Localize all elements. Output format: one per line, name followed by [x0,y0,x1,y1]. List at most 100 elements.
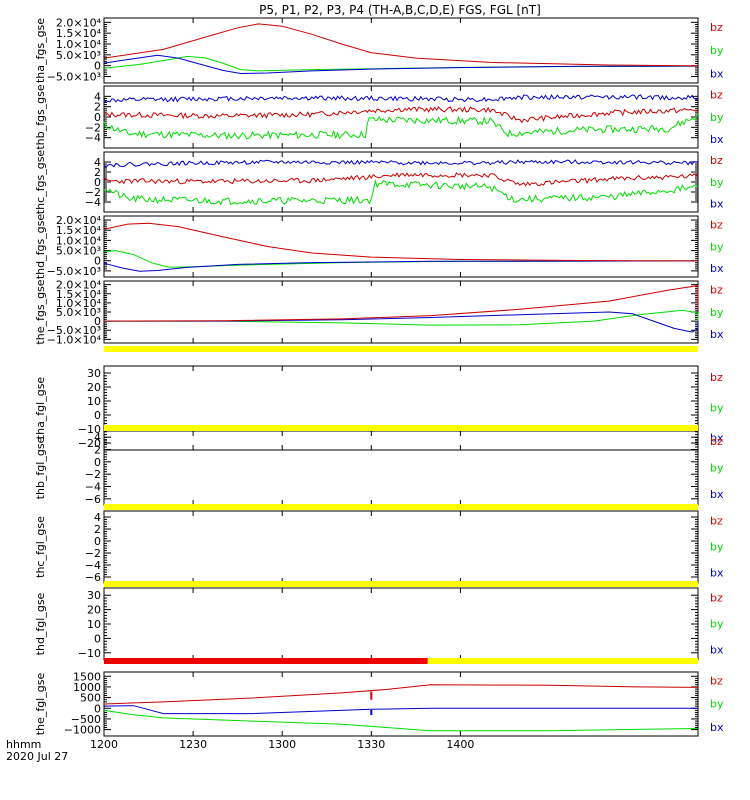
series-bz-line [103,684,699,705]
panel-frame [103,671,699,737]
x-tick-label: 1300 [268,738,296,751]
legend-by: by [710,240,724,253]
y-tick-label: 1.5×10⁴ [56,27,102,40]
y-axis-label: thd_fgs_gse [34,214,47,280]
x-tick-label: 1230 [179,738,207,751]
series-bz-line [103,222,699,262]
legend-bx: bx [710,68,724,81]
series-by-line [103,709,699,732]
y-tick-label: 20 [87,381,101,394]
y-tick-label: 30 [87,589,101,602]
y-tick-label: 0 [94,255,101,268]
panel-the_fgs_gse: −1.0×10⁴−5.0×10³05.0×10³1.0×10⁴1.5×10⁴2.… [34,279,724,347]
y-tick-label: 2 [94,101,101,114]
series-bx-line [103,93,699,103]
legend-by: by [710,462,724,475]
y-tick-label: 30 [87,367,101,380]
date-label: 2020 Jul 27 [6,750,68,763]
y-tick-label: 4 [94,90,101,103]
y-tick-label: 500 [80,692,101,705]
y-tick-label: −5.0×10³ [47,324,101,337]
legend-bz: bz [710,21,723,34]
y-tick-label: −1000 [64,724,101,737]
legend-by: by [710,111,724,124]
legend-bx: bx [710,328,724,341]
chart-title: P5, P1, P2, P3, P4 (TH-A,B,C,D,E) FGS, F… [259,3,541,17]
x-tick-label: 1400 [446,738,474,751]
time-axis-label: hhmm [6,738,41,751]
y-tick-label: −20 [78,437,101,450]
y-tick-label: 0 [94,535,101,548]
y-tick-label: −1.0×10⁴ [47,333,102,346]
y-tick-label: −10 [78,647,101,660]
quality-flag-bar [104,658,428,664]
legend-bx: bx [710,721,724,734]
series-by-line [104,309,699,328]
y-tick-label: 2.0×10⁴ [56,279,102,292]
y-tick-label: −2 [85,468,101,481]
legend-bz: bz [710,515,723,528]
legend-bz: bz [710,435,723,448]
legend-by: by [710,176,724,189]
y-tick-label: −500 [71,713,101,726]
y-tick-label: 5.0×10³ [56,306,101,319]
panel-frame [103,365,699,451]
y-tick-label: −6 [85,493,101,506]
y-tick-label: −5.0×10³ [47,265,101,278]
y-tick-label: −4 [85,481,101,494]
y-axis-label: thb_fgl_gse [34,436,47,499]
series-bx-line [103,159,699,168]
series-bx-line [103,705,698,715]
y-tick-label: −2 [85,547,101,560]
legend-by: by [710,618,724,631]
y-axis-label: thb_fgs_gse [34,84,47,150]
y-tick-label: 1000 [73,681,101,694]
series-bz-line [103,172,699,187]
y-tick-label: 1.0×10⁴ [56,38,102,51]
panel-frame [103,17,699,84]
legend-bx: bx [710,197,724,210]
y-tick-label: 4 [94,431,101,444]
panel-frame [103,151,699,213]
y-tick-label: −4 [85,559,101,572]
legend-bz: bz [710,283,723,296]
y-tick-label: 0 [94,456,101,469]
y-tick-label: −6 [85,571,101,584]
y-tick-label: 0 [94,176,101,189]
y-tick-label: 1.0×10⁴ [56,297,102,310]
y-axis-label: thc_fgs_gse [34,150,47,215]
series-by-line [103,113,699,141]
series-by-line [103,250,699,268]
series-bx-line [103,260,699,272]
y-tick-label: 4 [94,156,101,169]
y-tick-label: 0 [94,111,101,124]
x-tick-label: 1330 [357,738,385,751]
panel-frame [103,215,699,278]
y-axis-label: tha_fgl_gse [34,377,47,440]
legend-by: by [710,44,724,57]
legend-bx: bx [710,133,724,146]
legend-by: by [710,698,724,711]
y-tick-label: 1.0×10⁴ [56,234,102,247]
quality-flag-bar [104,425,698,431]
y-tick-label: 2 [94,444,101,457]
y-tick-label: 0 [94,632,101,645]
y-tick-label: 20 [87,604,101,617]
series-bz-line [103,285,699,322]
y-tick-label: 5.0×10³ [56,245,101,258]
y-tick-label: −2 [85,121,101,134]
y-tick-label: 0 [94,315,101,328]
y-tick-label: 1500 [73,670,101,683]
y-axis-label: thc_fgl_gse [34,516,47,578]
y-tick-label: 1.5×10⁴ [56,224,102,237]
quality-flag-bar [104,581,698,587]
